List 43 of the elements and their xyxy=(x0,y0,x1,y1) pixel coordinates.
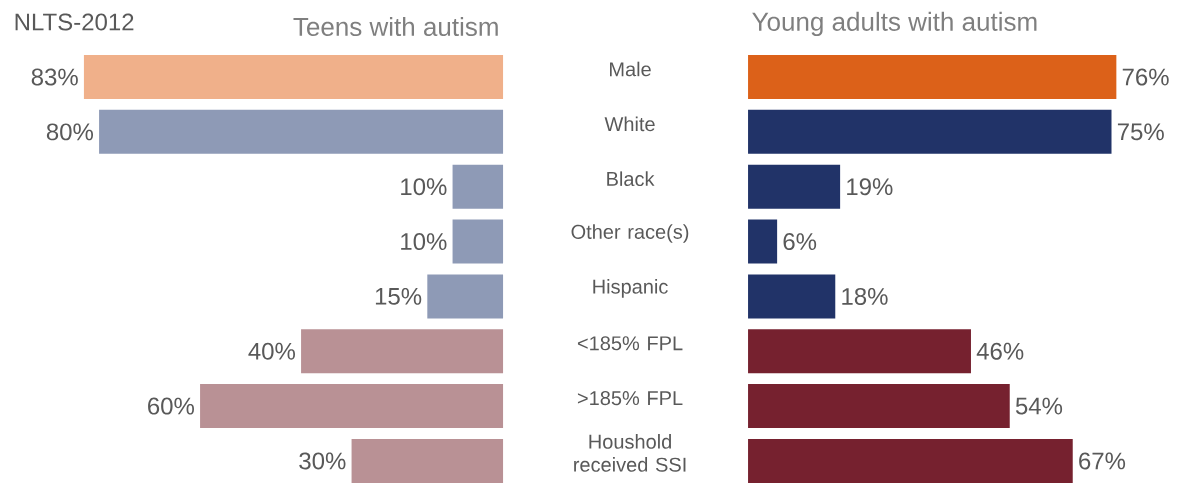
data-label: 40% xyxy=(248,342,295,360)
bar xyxy=(748,164,841,209)
y-tick-label: Hispanic xyxy=(593,279,668,298)
data-label: 67% xyxy=(1079,452,1126,470)
data-label: 19% xyxy=(847,178,893,196)
data-label: 54% xyxy=(1015,397,1063,415)
y-tick-label: Male xyxy=(610,61,651,77)
bar xyxy=(748,274,836,319)
data-label: 76% xyxy=(1122,68,1169,86)
bar xyxy=(748,55,1117,100)
data-label: 10% xyxy=(401,178,447,196)
bar xyxy=(748,438,1073,483)
data-label: 30% xyxy=(299,452,346,470)
y-tick-label: White xyxy=(604,116,655,132)
data-label: 6% xyxy=(783,233,817,251)
bar xyxy=(748,384,1010,429)
data-label: 15% xyxy=(375,287,422,305)
bar xyxy=(452,219,504,264)
bar xyxy=(99,109,504,154)
bar xyxy=(83,55,504,100)
bar xyxy=(452,164,504,209)
chart-title: Teens with autism xyxy=(293,17,498,37)
data-label: 83% xyxy=(31,68,78,86)
text: NLTS-2012 xyxy=(15,13,134,31)
chart-title: Young adults with autism xyxy=(752,11,1037,37)
bar xyxy=(427,274,504,319)
bar xyxy=(748,219,778,264)
y-tick-label: Other race(s) xyxy=(571,224,689,243)
bar xyxy=(351,438,504,483)
bar xyxy=(748,109,1112,154)
bar xyxy=(301,329,504,374)
bar xyxy=(748,329,971,374)
y-tick-label: Houshold received SSI xyxy=(574,434,686,472)
y-tick-label: <185% FPL xyxy=(577,336,683,351)
data-label: 46% xyxy=(976,342,1024,360)
y-tick-label: >185% FPL xyxy=(577,391,683,406)
data-label: 60% xyxy=(148,397,195,415)
y-tick-label: Black xyxy=(607,171,655,187)
data-label: 10% xyxy=(401,233,447,251)
bar xyxy=(200,384,504,429)
data-label: 18% xyxy=(842,287,888,305)
data-label: 80% xyxy=(46,123,94,141)
data-label: 75% xyxy=(1117,123,1164,141)
